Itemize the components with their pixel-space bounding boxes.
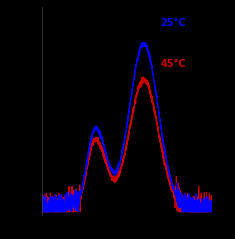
Text: 45°C: 45°C [161,59,186,69]
Text: 25°C: 25°C [161,18,186,27]
